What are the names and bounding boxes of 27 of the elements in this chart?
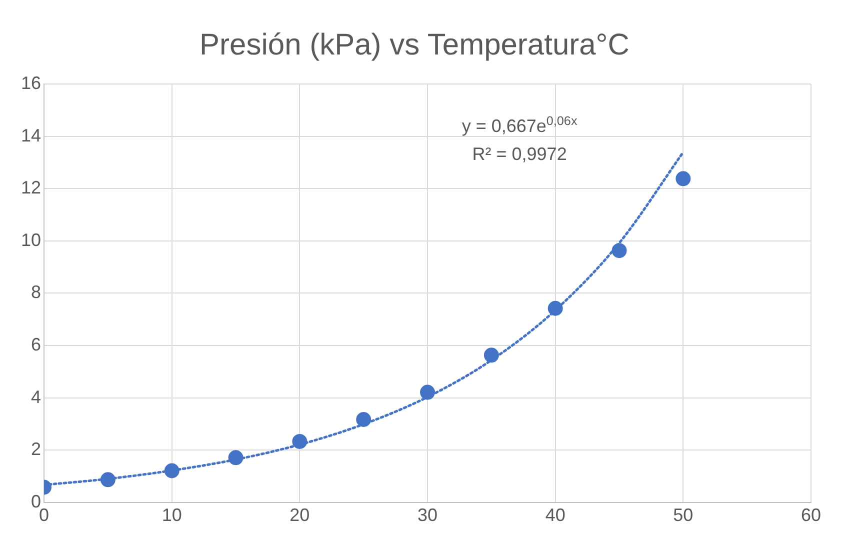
point bbox=[164, 463, 180, 478]
point bbox=[612, 243, 627, 258]
point bbox=[484, 348, 499, 363]
y-tick-label: 4 bbox=[31, 386, 42, 407]
x-tick-label: 40 bbox=[545, 505, 566, 526]
point bbox=[420, 384, 436, 400]
x-tick-label: 50 bbox=[673, 505, 694, 526]
point bbox=[676, 171, 691, 186]
y-tick-label: 16 bbox=[20, 72, 42, 93]
y-tick-label: 12 bbox=[20, 178, 42, 198]
y-tick-label: 8 bbox=[31, 282, 42, 302]
point bbox=[292, 434, 308, 449]
point bbox=[228, 450, 244, 466]
y-tick-label: 2 bbox=[31, 439, 42, 460]
x-tick-label: 10 bbox=[162, 505, 182, 526]
annotation: R² = 0,9972 bbox=[472, 144, 567, 164]
point bbox=[548, 300, 563, 316]
point bbox=[100, 472, 116, 488]
y-tick-label: 0 bbox=[31, 491, 42, 512]
x-tick-label: 30 bbox=[417, 505, 438, 526]
chart-title: Presión (kPa) vs Temperatura°C bbox=[200, 28, 630, 62]
y-tick-label: 6 bbox=[31, 334, 42, 354]
y-tick-label: 10 bbox=[20, 230, 42, 250]
y-tick-label: 14 bbox=[20, 125, 42, 146]
point bbox=[356, 412, 372, 428]
x-tick-label: 20 bbox=[290, 505, 310, 526]
x-tick-label: 60 bbox=[800, 505, 822, 526]
